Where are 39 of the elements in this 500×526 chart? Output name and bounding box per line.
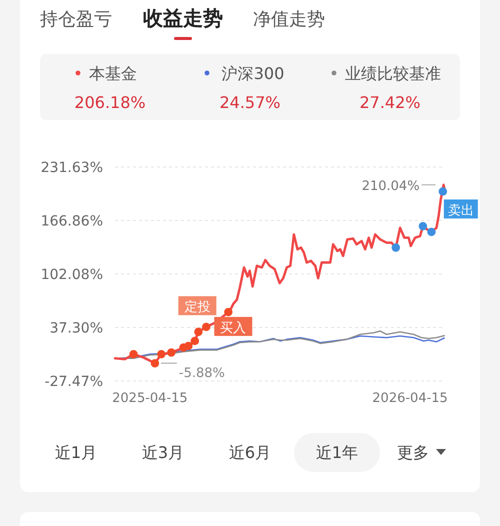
y-tick-label: 231.63% bbox=[40, 160, 103, 176]
point bbox=[224, 308, 233, 316]
annotation: 卖出 bbox=[448, 203, 474, 218]
legend-label: 沪深300 bbox=[222, 64, 284, 83]
point bbox=[438, 187, 448, 196]
annotation: -5.88% bbox=[178, 366, 225, 382]
text: 近3月 bbox=[142, 443, 184, 462]
point bbox=[392, 243, 400, 252]
point bbox=[194, 328, 203, 336]
text: 24.57% bbox=[219, 93, 281, 112]
point bbox=[427, 228, 436, 236]
legend-label: 本基金 bbox=[89, 64, 137, 83]
text: 净值走势 bbox=[253, 9, 325, 30]
y-tick-label: -27.47% bbox=[44, 374, 103, 390]
text: 206.18% bbox=[74, 93, 146, 112]
annotation: 210.04% bbox=[362, 178, 420, 194]
y-tick-label: 102.08% bbox=[40, 267, 103, 283]
point bbox=[129, 350, 138, 358]
annotation: 买入 bbox=[220, 320, 246, 336]
text: 近6月 bbox=[228, 443, 272, 462]
y-tick-label: 166.86% bbox=[40, 213, 103, 230]
point bbox=[150, 359, 160, 368]
chart-title: 收益走势 bbox=[143, 6, 223, 30]
legend-label: 业绩比较基准 bbox=[345, 64, 441, 83]
text: 持仓盈亏 bbox=[40, 9, 112, 30]
point bbox=[167, 348, 176, 357]
x-tick-label: 2025-04-15 bbox=[112, 391, 188, 406]
text: 27.42% bbox=[359, 93, 421, 112]
annotation: 定投 bbox=[184, 300, 210, 316]
point bbox=[190, 336, 200, 346]
point bbox=[157, 350, 166, 358]
point bbox=[184, 342, 193, 350]
point bbox=[418, 222, 428, 230]
text: 更多 bbox=[397, 443, 429, 462]
text: 近1年 bbox=[316, 443, 358, 462]
point bbox=[202, 322, 210, 332]
y-tick-label: 37.30% bbox=[50, 320, 103, 337]
text: 近1月 bbox=[54, 443, 98, 462]
x-tick-label: 2026-04-15 bbox=[372, 391, 448, 406]
